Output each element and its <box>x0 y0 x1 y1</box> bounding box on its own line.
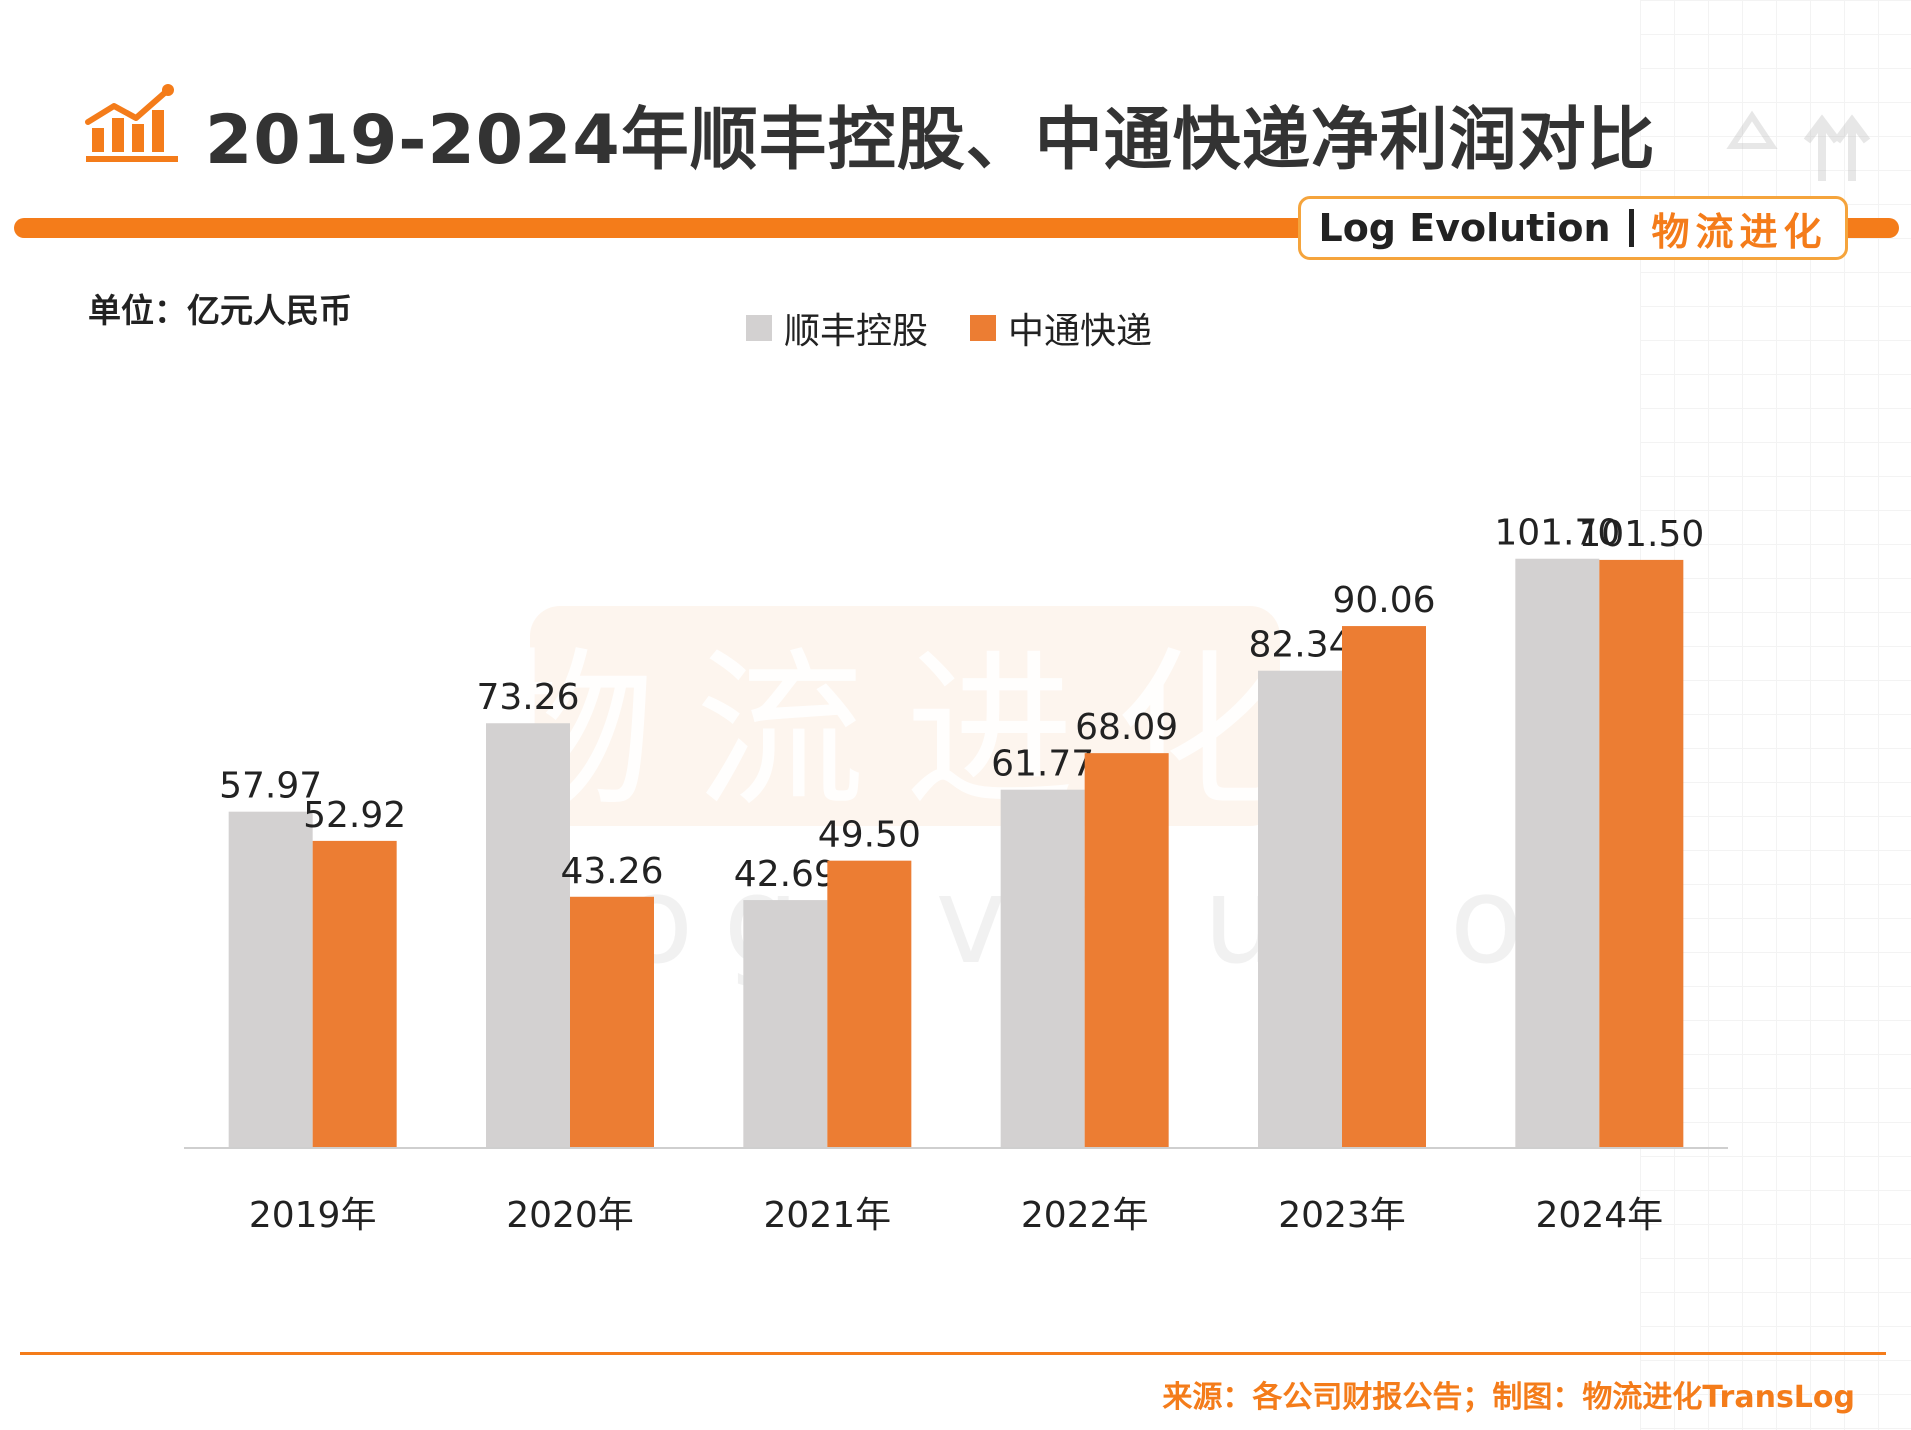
data-label-sf-5: 101.70 <box>1494 513 1620 554</box>
data-label-sf-4: 82.34 <box>1248 625 1351 666</box>
legend-label-zto: 中通快递 <box>1008 311 1153 352</box>
data-label-zto-5: 101.50 <box>1578 514 1704 555</box>
data-label-sf-3: 61.77 <box>991 744 1094 785</box>
x-tick-label-5: 2024年 <box>1536 1195 1664 1236</box>
legend-label-sf: 顺丰控股 <box>784 311 929 352</box>
bar-sf-0 <box>228 811 313 1147</box>
chart-legend: 顺丰控股 中通快递 <box>746 302 1194 354</box>
bar-sf-3 <box>1000 789 1085 1147</box>
footer-divider <box>20 1352 1886 1355</box>
data-label-sf-0: 57.97 <box>219 766 322 807</box>
x-tick-label-0: 2019年 <box>249 1195 377 1236</box>
brand-badge: Log Evolution 物流进化 <box>1298 196 1848 260</box>
legend-item-sf: 顺丰控股 <box>746 302 928 354</box>
bar-sf-2 <box>743 900 828 1147</box>
data-label-sf-2: 42.69 <box>734 854 837 895</box>
data-label-zto-0: 52.92 <box>303 795 406 836</box>
bar-sf-5 <box>1515 558 1600 1147</box>
data-label-sf-1: 73.26 <box>476 677 579 718</box>
data-label-zto-3: 68.09 <box>1075 707 1178 748</box>
bar-chart-trend-icon <box>85 84 178 162</box>
page-title: 2019-2024年顺丰控股、中通快递净利润对比 <box>205 101 1656 180</box>
bar-zto-3 <box>1084 753 1169 1147</box>
data-label-zto-4: 90.06 <box>1332 580 1435 621</box>
bar-zto-4 <box>1342 626 1426 1147</box>
recycle-arrow-decor-icon <box>1726 110 1871 181</box>
x-tick-label-2: 2021年 <box>764 1195 892 1236</box>
bar-zto-0 <box>312 840 397 1147</box>
bar-zto-2 <box>827 860 912 1147</box>
source-note: 来源：各公司财报公告；制图：物流进化TransLog <box>1162 1380 1855 1415</box>
brand-cn: 物流进化 <box>1651 209 1828 254</box>
unit-label: 单位：亿元人民币 <box>88 291 352 330</box>
legend-swatch-zto <box>970 315 997 341</box>
data-label-zto-1: 43.26 <box>560 851 663 892</box>
bar-sf-1 <box>486 723 570 1147</box>
brand-en: Log Evolution <box>1318 206 1611 250</box>
legend-item-zto: 中通快递 <box>970 302 1152 354</box>
bar-zto-5 <box>1599 559 1684 1147</box>
data-label-zto-2: 49.50 <box>818 815 921 856</box>
bar-zto-1 <box>570 896 654 1147</box>
x-tick-label-1: 2020年 <box>506 1195 634 1236</box>
bar-sf-4 <box>1258 670 1342 1147</box>
x-tick-label-3: 2022年 <box>1021 1195 1149 1236</box>
brand-separator <box>1628 209 1634 247</box>
legend-swatch-sf <box>746 315 772 341</box>
x-tick-label-4: 2023年 <box>1278 1195 1406 1236</box>
